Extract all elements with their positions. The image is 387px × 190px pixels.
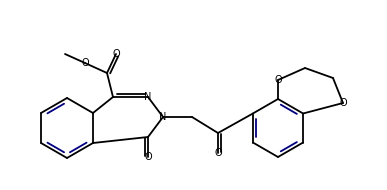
Text: O: O bbox=[81, 58, 89, 68]
Text: N: N bbox=[159, 112, 167, 122]
Text: N: N bbox=[144, 92, 152, 102]
Text: O: O bbox=[339, 98, 347, 108]
Text: O: O bbox=[274, 75, 282, 85]
Text: O: O bbox=[144, 152, 152, 162]
Text: O: O bbox=[214, 148, 222, 158]
Text: O: O bbox=[112, 49, 120, 59]
